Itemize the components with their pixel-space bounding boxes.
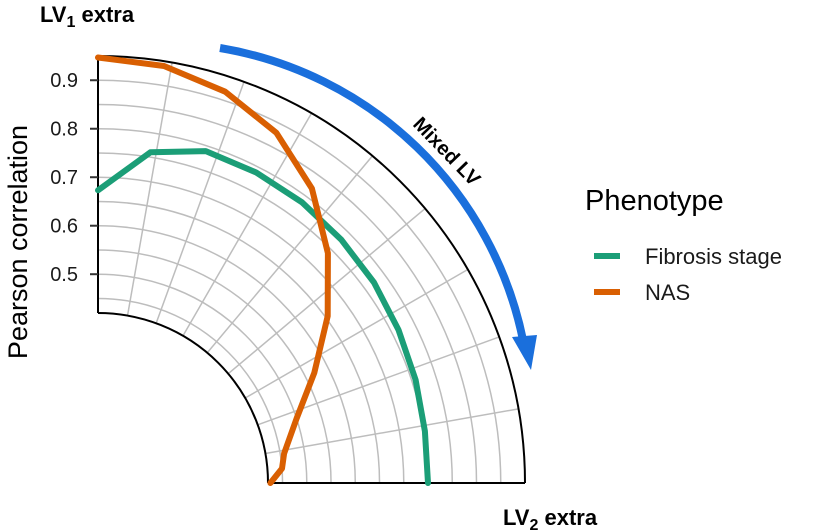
angular-gridline bbox=[244, 268, 469, 399]
lv2-extra-label: LV2 extra bbox=[503, 505, 598, 531]
y-axis-label: Pearson correlation bbox=[3, 125, 33, 359]
series-lines bbox=[95, 54, 431, 486]
legend: Fibrosis stage NAS bbox=[594, 244, 782, 305]
radial-gridline bbox=[97, 200, 381, 484]
lv1-extra-label-subscript: 1 bbox=[66, 14, 75, 31]
lv2-extra-label-main: LV bbox=[503, 505, 530, 530]
radial-gridline bbox=[97, 249, 332, 484]
radial-gridline bbox=[97, 103, 478, 484]
outer-boundary bbox=[97, 55, 526, 484]
lv1-extra-label: LV1 extra bbox=[40, 2, 135, 31]
radial-gridline bbox=[97, 127, 454, 484]
legend-label: Fibrosis stage bbox=[645, 244, 782, 269]
radial-gridline bbox=[97, 273, 308, 484]
lv2-extra-label-subscript: 2 bbox=[529, 517, 538, 531]
series-line-0 bbox=[95, 148, 431, 486]
angular-gridline bbox=[206, 155, 374, 354]
y-tick-label: 0.7 bbox=[50, 167, 78, 189]
angular-gridline bbox=[126, 62, 173, 316]
radial-axis-ticks: 0.5 0.6 0.7 0.8 0.9 bbox=[50, 70, 98, 286]
angular-gridline bbox=[182, 112, 313, 337]
lv1-extra-label-suffix: extra bbox=[75, 2, 134, 27]
legend-title: Phenotype bbox=[585, 185, 724, 217]
radial-gridline bbox=[97, 297, 284, 484]
lv1-extra-label-main: LV bbox=[40, 2, 67, 27]
inner-boundary bbox=[97, 312, 269, 484]
angular-gridline bbox=[265, 408, 519, 455]
lv2-extra-label-suffix: extra bbox=[538, 505, 597, 530]
angular-gridline bbox=[155, 81, 245, 324]
grid bbox=[97, 55, 526, 484]
radial-gridline bbox=[97, 79, 502, 484]
y-tick-label: 0.9 bbox=[50, 70, 78, 92]
radial-gridline bbox=[97, 176, 405, 484]
radial-gridline bbox=[97, 224, 357, 484]
y-tick-label: 0.6 bbox=[50, 216, 78, 238]
legend-label: NAS bbox=[645, 280, 690, 305]
y-tick-label: 0.5 bbox=[50, 264, 78, 286]
mixed-lv-arrow-head bbox=[512, 335, 537, 370]
series-line-1 bbox=[95, 54, 331, 486]
y-tick-label: 0.8 bbox=[50, 119, 78, 141]
mixed-lv-arrow-shaft bbox=[219, 44, 527, 341]
